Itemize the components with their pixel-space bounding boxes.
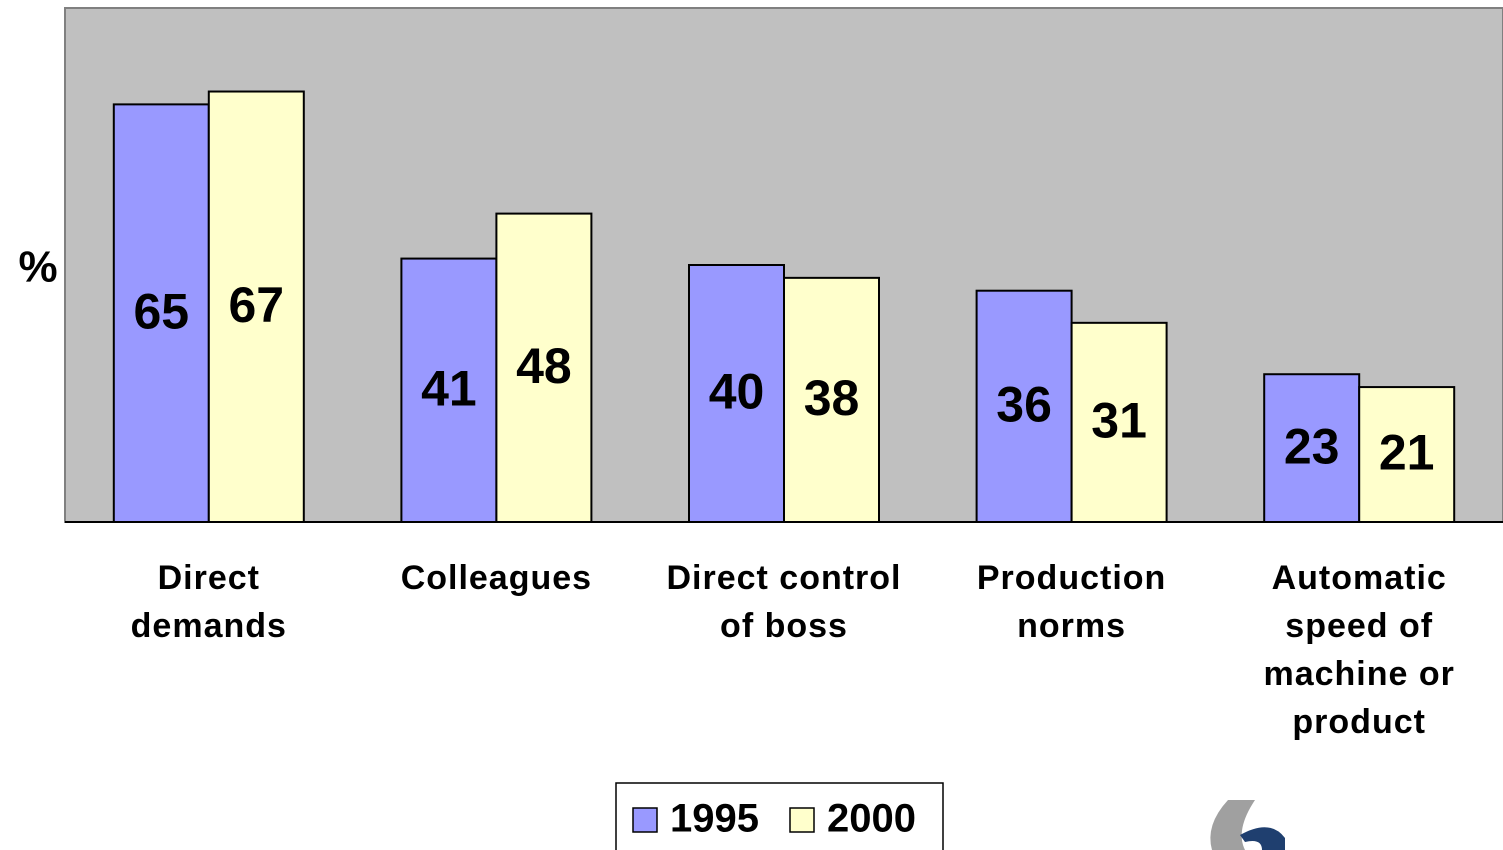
data-label: 38: [804, 370, 860, 426]
y-axis-label: %: [18, 243, 57, 292]
bar: [1358, 386, 1456, 524]
bar: [400, 257, 498, 523]
bar: [975, 289, 1073, 524]
bar: [688, 264, 785, 523]
x-tick-label: Colleagues: [400, 559, 593, 597]
x-tick-label: Production norms: [976, 559, 1167, 645]
bar: [1263, 373, 1361, 523]
data-label: 41: [421, 360, 477, 416]
legend-label: 1995: [670, 797, 759, 841]
legend-label: 2000: [827, 797, 916, 841]
data-label: 48: [516, 338, 572, 394]
data-label: 21: [1379, 425, 1435, 481]
bar: [783, 276, 880, 523]
logo: [1210, 800, 1255, 850]
legend-box: [615, 782, 944, 850]
x-tick-label: Direct control of boss: [666, 559, 902, 645]
bar: [495, 212, 593, 523]
bar: [207, 90, 305, 524]
x-tick-label: Direct demands: [130, 559, 287, 645]
bar: [112, 103, 210, 523]
data-label: 31: [1091, 393, 1147, 449]
data-label: 40: [709, 364, 765, 420]
bar: [1070, 321, 1168, 524]
data-label: 67: [228, 277, 284, 333]
logo: [1240, 827, 1285, 850]
x-tick-label: Automatic speed of machine or product: [1263, 559, 1455, 741]
data-label: 65: [133, 283, 189, 339]
legend-swatch: [789, 807, 815, 833]
legend-swatch: [632, 807, 658, 833]
data-label: 36: [996, 377, 1052, 433]
data-label: 23: [1284, 418, 1340, 474]
